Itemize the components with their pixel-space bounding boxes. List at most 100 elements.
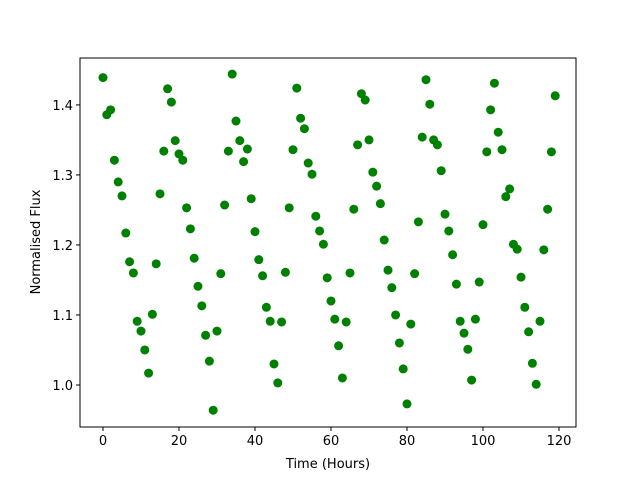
point (470, 314, 480, 324)
point (220, 200, 230, 210)
point (410, 269, 420, 279)
point (261, 302, 271, 312)
point (432, 140, 442, 150)
y-tick-label: 1.1 (52, 309, 73, 324)
x-axis-label: Time (Hours) (285, 457, 370, 472)
point (166, 97, 176, 107)
point (273, 378, 283, 388)
y-tick-label: 1.0 (52, 379, 73, 394)
point (341, 317, 351, 327)
point (227, 69, 237, 79)
y-tick-label: 1.4 (52, 99, 73, 114)
point (512, 244, 522, 254)
point (216, 269, 226, 279)
point (436, 166, 446, 176)
point (394, 338, 404, 348)
y-tick-label: 1.2 (52, 239, 73, 254)
point (524, 327, 534, 337)
point (334, 341, 344, 351)
point (531, 379, 541, 389)
point (303, 158, 313, 168)
point (372, 181, 382, 191)
point (489, 78, 499, 88)
point (292, 83, 302, 93)
point (318, 239, 328, 249)
point (106, 105, 116, 115)
point (178, 155, 188, 165)
point (307, 169, 317, 179)
point (501, 192, 511, 202)
point (527, 358, 537, 368)
point (269, 359, 279, 369)
point (497, 145, 507, 155)
point (315, 226, 325, 236)
point (280, 267, 290, 277)
point (239, 157, 249, 167)
x-tick-label: 120 (547, 434, 572, 449)
point (486, 105, 496, 115)
point (440, 209, 450, 219)
point (375, 199, 385, 209)
x-tick-label: 40 (247, 434, 264, 449)
point (159, 146, 169, 156)
point (417, 132, 427, 142)
point (277, 317, 287, 327)
point (212, 326, 222, 336)
point (223, 146, 233, 156)
point (109, 155, 119, 165)
point (364, 135, 374, 145)
x-tick-label: 80 (399, 434, 416, 449)
point (235, 136, 245, 146)
point (147, 309, 157, 319)
point (322, 273, 332, 283)
point (140, 345, 150, 355)
point (121, 228, 131, 238)
point (379, 235, 389, 245)
plot-frame (79, 57, 577, 428)
point (345, 268, 355, 278)
point (448, 250, 458, 260)
point (425, 99, 435, 109)
point (383, 265, 393, 275)
point (284, 203, 294, 213)
y-axis-label: Normalised Flux (29, 189, 44, 294)
point (455, 316, 465, 326)
point (516, 272, 526, 282)
point (337, 373, 347, 383)
point (246, 194, 256, 204)
point (242, 144, 252, 154)
point (421, 75, 431, 85)
point (265, 316, 275, 326)
point (170, 136, 180, 146)
point (197, 301, 207, 311)
point (128, 268, 138, 278)
point (539, 245, 549, 255)
point (136, 326, 146, 336)
point (189, 253, 199, 263)
point (204, 356, 214, 366)
point (391, 310, 401, 320)
point (208, 405, 218, 415)
point (231, 116, 241, 126)
point (349, 204, 359, 214)
point (311, 211, 321, 221)
point (353, 140, 363, 150)
point (132, 316, 142, 326)
point (459, 328, 469, 338)
point (413, 217, 423, 227)
point (330, 314, 340, 324)
x-tick-label: 20 (171, 434, 188, 449)
point (493, 127, 503, 137)
point (451, 279, 461, 289)
point (402, 399, 412, 409)
point (543, 204, 553, 214)
point (201, 330, 211, 340)
point (185, 224, 195, 234)
point (113, 177, 123, 187)
x-tick-label: 60 (323, 434, 340, 449)
point (474, 277, 484, 287)
point (467, 375, 477, 385)
point (299, 124, 309, 134)
